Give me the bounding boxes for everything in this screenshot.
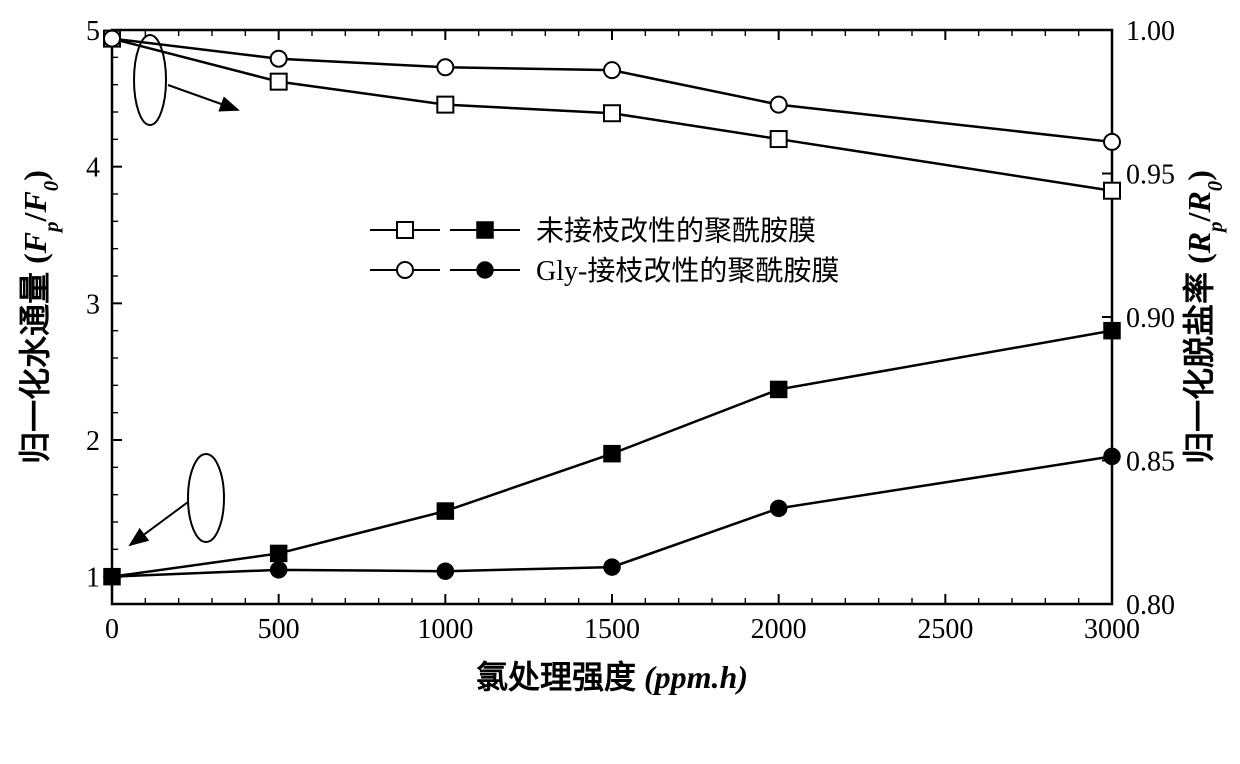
- svg-text:2: 2: [86, 426, 100, 457]
- svg-text:0.85: 0.85: [1126, 447, 1175, 478]
- svg-text:5: 5: [86, 16, 100, 47]
- svg-text:Gly-接枝改性的聚酰胺膜: Gly-接枝改性的聚酰胺膜: [536, 255, 839, 287]
- chart-container: 050010001500200025003000123450.800.850.9…: [0, 0, 1240, 764]
- svg-text:4: 4: [86, 153, 100, 184]
- svg-text:归一化水通量 (Fp/F0): 归一化水通量 (Fp/F0): [17, 170, 63, 464]
- svg-text:未接枝改性的聚酰胺膜: 未接枝改性的聚酰胺膜: [536, 215, 816, 247]
- svg-text:0.95: 0.95: [1126, 160, 1175, 191]
- svg-text:归一化脱盐率 (Rp/R0): 归一化脱盐率 (Rp/R0): [1181, 170, 1227, 464]
- svg-text:氯处理强度 (ppm.h): 氯处理强度 (ppm.h): [476, 659, 748, 695]
- svg-text:1500: 1500: [584, 614, 640, 645]
- svg-text:2500: 2500: [917, 614, 973, 645]
- chart-svg: 050010001500200025003000123450.800.850.9…: [0, 0, 1240, 764]
- svg-text:0.90: 0.90: [1126, 303, 1175, 334]
- svg-text:2000: 2000: [751, 614, 807, 645]
- svg-text:500: 500: [258, 614, 300, 645]
- svg-text:0.80: 0.80: [1126, 590, 1175, 621]
- svg-text:1000: 1000: [417, 614, 473, 645]
- svg-text:1: 1: [86, 563, 100, 594]
- svg-text:1.00: 1.00: [1126, 16, 1175, 47]
- svg-text:0: 0: [105, 614, 119, 645]
- svg-text:3: 3: [86, 289, 100, 320]
